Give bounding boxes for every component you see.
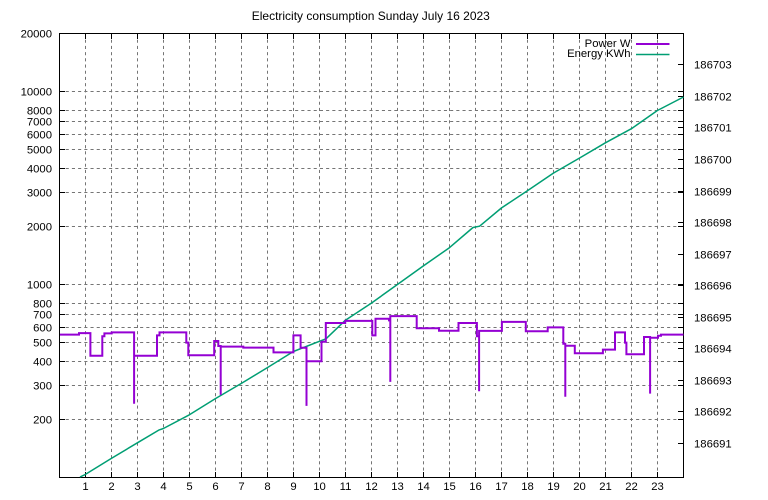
svg-text:20: 20 [573,481,586,493]
svg-text:186697: 186697 [694,249,732,261]
svg-text:1000: 1000 [27,279,52,291]
svg-text:300: 300 [33,380,52,392]
svg-text:186701: 186701 [694,122,732,134]
svg-text:4: 4 [160,481,166,493]
svg-text:186694: 186694 [694,343,732,355]
svg-text:3: 3 [134,481,140,493]
svg-text:6: 6 [212,481,218,493]
svg-text:400: 400 [33,356,52,368]
svg-text:10: 10 [313,481,326,493]
svg-text:186693: 186693 [694,375,732,387]
svg-text:12: 12 [365,481,378,493]
svg-text:Power W: Power W [585,38,631,50]
svg-text:Electricity consumption Sunday: Electricity consumption Sunday July 16 2… [252,9,490,23]
svg-text:10000: 10000 [21,86,52,98]
svg-text:Energy KWh: Energy KWh [567,48,630,60]
svg-text:7000: 7000 [27,116,52,128]
svg-text:186703: 186703 [694,59,732,71]
svg-text:9: 9 [290,481,296,493]
svg-text:700: 700 [33,309,52,321]
svg-text:2: 2 [108,481,114,493]
svg-text:15: 15 [443,481,456,493]
svg-text:3000: 3000 [27,187,52,199]
svg-text:800: 800 [33,298,52,310]
svg-text:23: 23 [651,481,664,493]
svg-text:1: 1 [82,481,88,493]
svg-text:8000: 8000 [27,105,52,117]
svg-text:21: 21 [599,481,612,493]
svg-text:17: 17 [495,481,508,493]
svg-text:8: 8 [264,481,270,493]
svg-text:16: 16 [469,481,482,493]
svg-text:5000: 5000 [27,144,52,156]
svg-text:186702: 186702 [694,91,732,103]
svg-text:19: 19 [547,481,560,493]
svg-text:7: 7 [238,481,244,493]
svg-text:186691: 186691 [694,438,732,450]
svg-text:11: 11 [340,481,352,493]
svg-text:6000: 6000 [27,129,52,141]
svg-text:186698: 186698 [694,217,732,229]
svg-text:13: 13 [391,481,404,493]
svg-text:4000: 4000 [27,163,52,175]
svg-text:14: 14 [417,481,430,493]
svg-text:22: 22 [625,481,638,493]
svg-text:186695: 186695 [694,312,732,324]
svg-text:18: 18 [521,481,534,493]
svg-text:200: 200 [33,414,52,426]
svg-text:5: 5 [186,481,192,493]
svg-text:20000: 20000 [21,28,52,40]
svg-text:2000: 2000 [27,221,52,233]
svg-text:186692: 186692 [694,406,732,418]
svg-text:186696: 186696 [694,280,732,292]
svg-text:600: 600 [33,322,52,334]
svg-text:186699: 186699 [694,186,732,198]
svg-text:500: 500 [33,337,52,349]
svg-text:186700: 186700 [694,154,732,166]
